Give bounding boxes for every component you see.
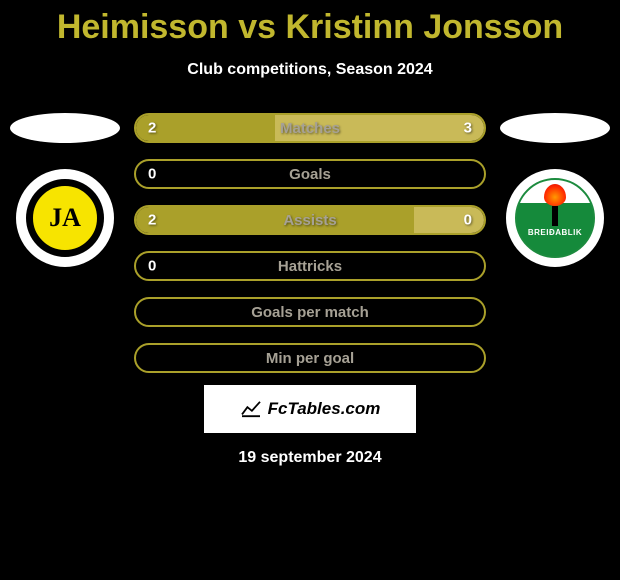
left-player-column: JA: [6, 113, 124, 267]
stat-fill-left: [136, 115, 275, 141]
stat-label: Goals per match: [251, 304, 369, 321]
page-subtitle: Club competitions, Season 2024: [6, 61, 614, 79]
stat-value-left: 0: [148, 166, 156, 183]
page-title: Heimisson vs Kristinn Jonsson: [6, 8, 614, 47]
attribution-banner: FcTables.com: [204, 385, 416, 433]
stat-row-goals-per-match: Goals per match: [134, 297, 486, 327]
stat-label: Goals: [289, 166, 331, 183]
player-left-ellipse: [10, 113, 120, 143]
stat-label: Hattricks: [278, 258, 342, 275]
stat-row-goals: 0 Goals: [134, 159, 486, 189]
club-right-name: BREIÐABLIK: [528, 228, 582, 237]
stat-value-left: 2: [148, 212, 156, 229]
chart-icon: [240, 400, 262, 418]
comparison-infographic: Heimisson vs Kristinn Jonsson Club compe…: [0, 0, 620, 475]
club-badge-right: BREIÐABLIK: [506, 169, 604, 267]
stat-label: Assists: [283, 212, 336, 229]
stat-row-min-per-goal: Min per goal: [134, 343, 486, 373]
player-right-ellipse: [500, 113, 610, 143]
stats-column: 2 Matches 3 0 Goals 2 Assists 0: [130, 113, 490, 373]
stat-row-matches: 2 Matches 3: [134, 113, 486, 143]
stat-value-left: 0: [148, 258, 156, 275]
right-player-column: BREIÐABLIK: [496, 113, 614, 267]
stat-row-assists: 2 Assists 0: [134, 205, 486, 235]
club-left-initials: JA: [49, 203, 81, 233]
main-row: JA 2 Matches 3 0 Goals 2: [6, 113, 614, 373]
stat-row-hattricks: 0 Hattricks: [134, 251, 486, 281]
stat-fill-left: [136, 207, 414, 233]
stat-label: Min per goal: [266, 350, 354, 367]
club-badge-right-inner: BREIÐABLIK: [515, 178, 595, 258]
attribution-text: FcTables.com: [268, 399, 381, 419]
stat-fill-right: [414, 207, 484, 233]
torch-icon: [552, 206, 558, 226]
stat-value-right: 0: [464, 212, 472, 229]
date-text: 19 september 2024: [6, 449, 614, 467]
stat-value-right: 3: [464, 120, 472, 137]
club-badge-left: JA: [16, 169, 114, 267]
flame-icon: [544, 184, 566, 206]
stat-label: Matches: [280, 120, 340, 137]
club-badge-left-inner: JA: [26, 179, 104, 257]
stat-value-left: 2: [148, 120, 156, 137]
